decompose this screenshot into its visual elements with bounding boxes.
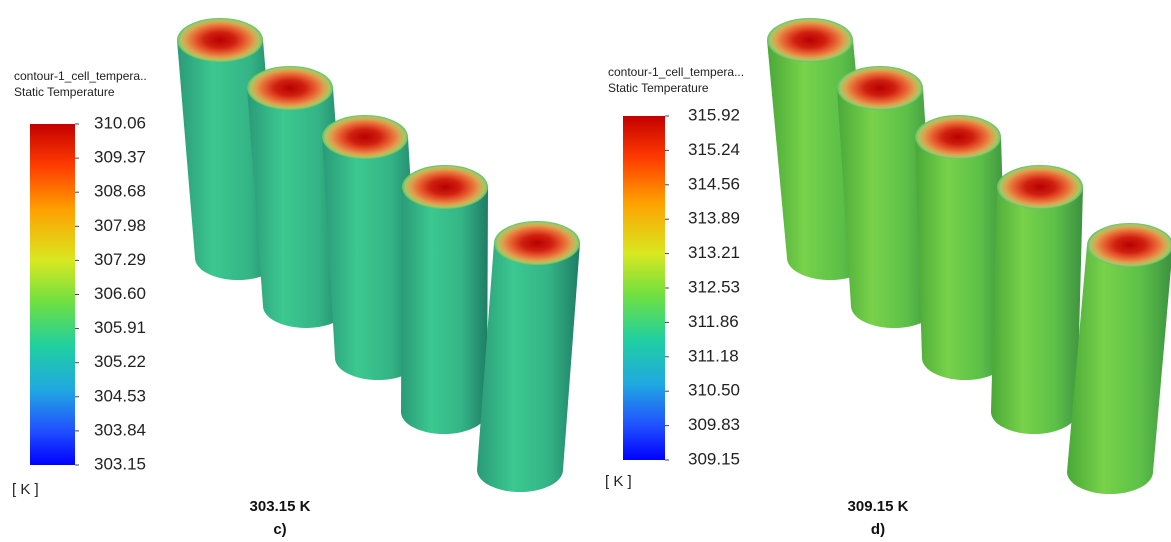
color-bar-label: 313.21 [688,243,740,262]
color-bar [623,116,665,460]
cylinder-side [401,187,488,434]
color-bar-label: 314.56 [688,174,740,193]
caption: 309.15 K [848,498,909,515]
cylinder-top [1087,223,1171,267]
panel-label: d) [871,521,885,538]
cylinder-top [494,221,580,265]
cylinder-side [1067,245,1171,494]
legend-title: contour-1_cell_tempera.. [14,69,147,83]
figure: contour-1_cell_tempera.. Static Temperatu… [0,0,1171,542]
cylinder-top [247,66,333,110]
panel-label: c) [273,521,286,538]
cylinder-top [997,165,1083,209]
color-bar-label: 311.86 [688,312,739,331]
unit-label: [ K ] [605,473,632,490]
cylinder-top [767,18,853,62]
unit-label: [ K ] [12,481,39,498]
legend-title: contour-1_cell_tempera... [608,65,744,79]
legend-subtitle: Static Temperature [608,81,709,95]
color-bar-label: 303.84 [94,420,146,439]
color-bar-label: 305.91 [94,318,146,337]
color-bar-label: 310.06 [94,113,146,132]
color-bar [30,124,75,465]
color-bar-label: 306.60 [94,284,146,303]
cylinder-side [477,243,580,492]
color-bar-label: 315.24 [688,140,740,159]
cylinder-top [322,115,408,159]
cylinder-top [915,115,1001,159]
color-bar-label: 307.29 [94,250,146,269]
color-bar-label: 307.98 [94,216,146,235]
cylinder-side [991,187,1083,434]
cylinder-top [177,18,263,62]
legend-subtitle: Static Temperature [14,85,115,99]
color-bar-label: 309.83 [688,415,740,434]
cylinder-top [402,165,488,209]
color-bar-label: 311.18 [688,346,739,365]
color-bar-label: 315.92 [688,105,740,124]
color-bar-label: 310.50 [688,381,740,400]
caption: 303.15 K [250,498,311,515]
color-bar-label: 303.15 [94,454,146,473]
color-bar-label: 308.68 [94,182,146,201]
color-bar-label: 309.37 [94,148,146,167]
color-bar-label: 305.22 [94,352,146,371]
color-bar-label: 304.53 [94,386,146,405]
color-bar-label: 313.89 [688,209,740,228]
color-bar-label: 309.15 [688,449,740,468]
color-bar-label: 312.53 [688,277,740,296]
cylinder-top [837,66,923,110]
